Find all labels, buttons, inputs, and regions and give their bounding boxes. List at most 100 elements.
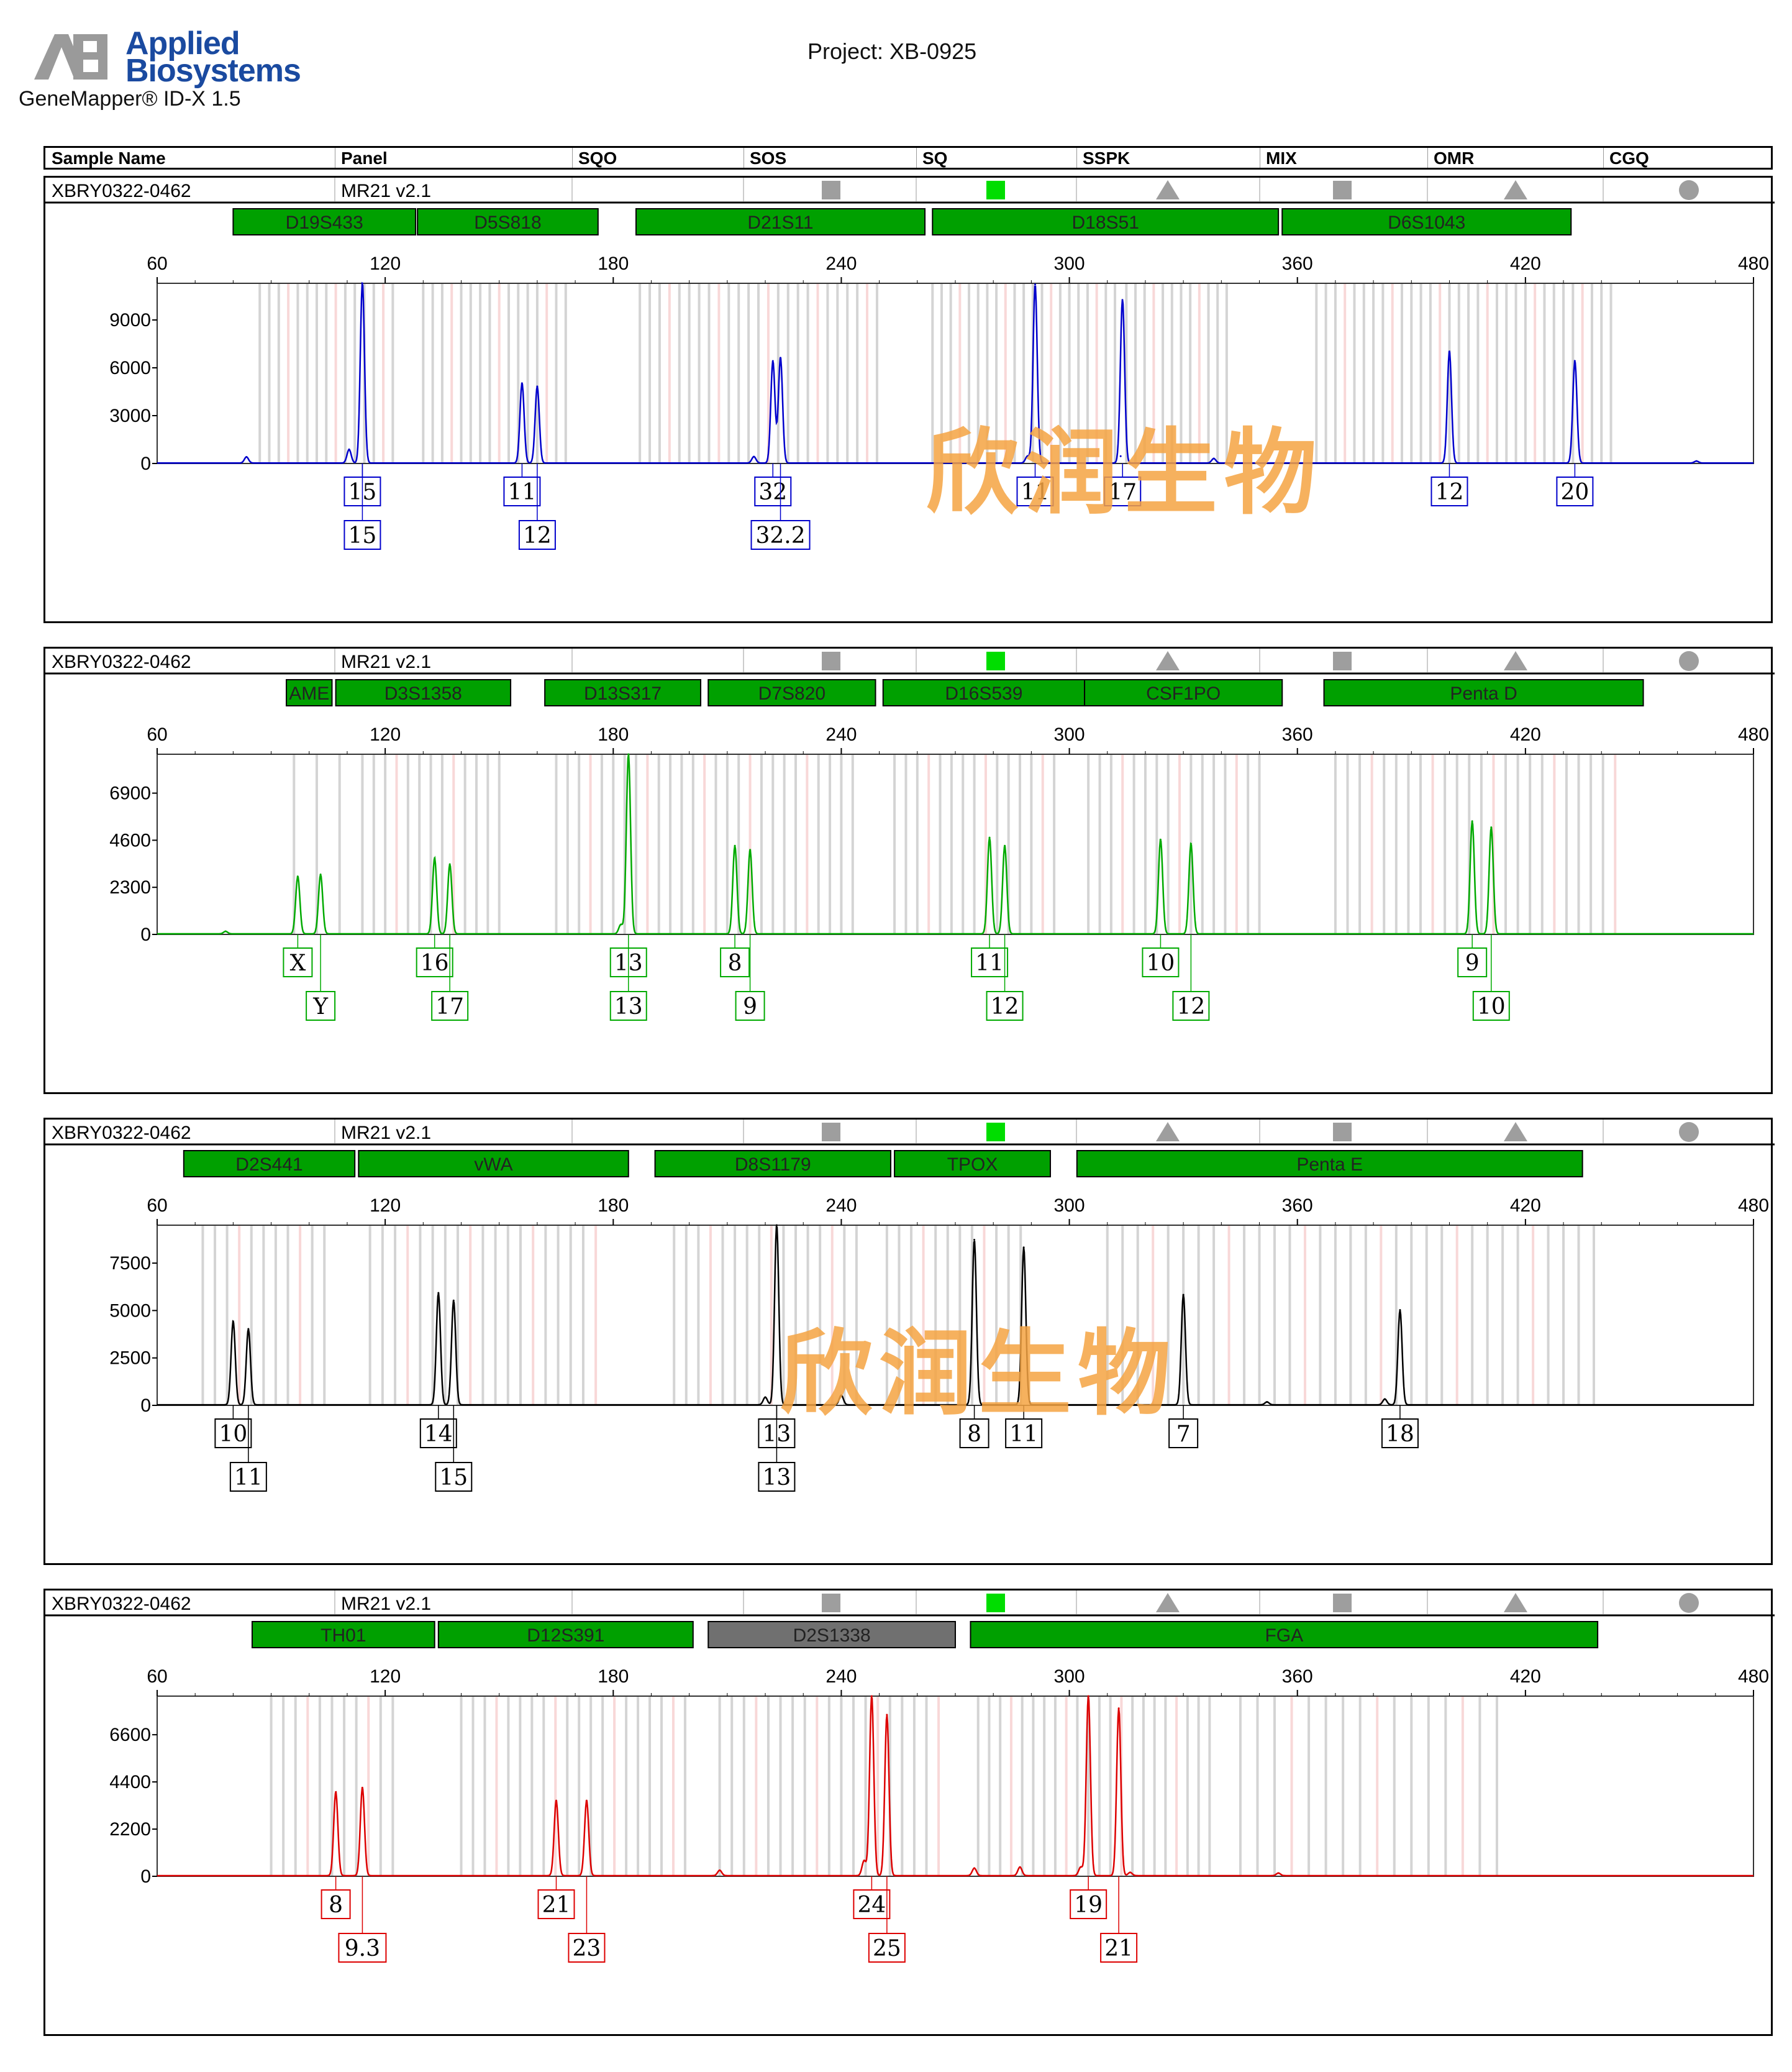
allele-bin — [1068, 283, 1071, 463]
plot-frame — [157, 1695, 1754, 1877]
allele-bin — [486, 754, 489, 934]
allele-call-box — [735, 991, 765, 1021]
locus-marker-bar — [1323, 679, 1644, 706]
allele-bin — [988, 1696, 991, 1876]
allele-bin — [806, 754, 809, 934]
allele-bin — [1486, 283, 1489, 463]
allele-bin — [1208, 1696, 1211, 1876]
y-tick-label: 6600 — [109, 1725, 151, 1745]
allele-bin — [996, 754, 999, 934]
peak-apex — [780, 357, 782, 359]
allele-bin — [783, 754, 786, 934]
locus-marker-bar — [654, 1150, 891, 1177]
allele-bin — [1273, 1225, 1276, 1405]
allele-bin — [1358, 754, 1362, 934]
allele-call-box — [1172, 991, 1210, 1021]
watermark-top: 欣润生物 — [926, 418, 1324, 527]
allele-call-box — [419, 1418, 457, 1448]
allele-call-box — [853, 1889, 891, 1919]
allele-bin — [1198, 283, 1201, 463]
allele-call-box — [1100, 1933, 1138, 1963]
allele-bin — [673, 1225, 676, 1405]
locus-marker-label: vWA — [474, 1154, 512, 1175]
allele-call-box — [518, 520, 556, 550]
column-header-sq[interactable]: SQ — [922, 148, 948, 168]
peak-apex — [988, 836, 991, 839]
column-header-sqo[interactable]: SQO — [578, 148, 617, 168]
allele-call-label: 8 — [728, 951, 742, 976]
peak-apex — [536, 385, 539, 388]
allele-bin — [901, 1696, 904, 1876]
allele-bin — [737, 754, 740, 934]
allele-bin — [1065, 1696, 1068, 1876]
allele-bin — [671, 1696, 675, 1876]
column-header-omr[interactable]: OMR — [1434, 148, 1475, 168]
x-tick-label: 480 — [1738, 1195, 1769, 1216]
allele-bin — [418, 754, 421, 934]
allele-bin — [316, 283, 318, 463]
allele-bin — [1319, 1225, 1322, 1405]
allele-bin — [498, 754, 501, 934]
peak-apex — [886, 1714, 888, 1716]
peak-apex — [1573, 360, 1576, 362]
column-header-sample-name[interactable]: Sample Name — [52, 148, 166, 168]
ab-logo-icon: AB — [34, 34, 107, 80]
column-header-sspk[interactable]: SSPK — [1083, 148, 1130, 168]
allele-bin — [1393, 1696, 1396, 1876]
flag-sq-icon — [986, 181, 1005, 199]
allele-bin — [1457, 283, 1460, 463]
allele-bin — [488, 283, 491, 463]
allele-bin — [258, 283, 262, 463]
column-header-panel[interactable]: Panel — [341, 148, 388, 168]
allele-bin — [830, 1225, 834, 1405]
allele-bin — [1132, 754, 1135, 934]
allele-bin — [569, 1225, 572, 1405]
allele-bin — [1400, 283, 1403, 463]
y-tick-label: 5000 — [109, 1300, 151, 1321]
allele-bin — [1004, 283, 1007, 463]
peak-apex — [627, 753, 630, 755]
allele-bin — [721, 1225, 724, 1405]
allele-call-box — [1104, 477, 1142, 506]
allele-bin — [1050, 283, 1053, 463]
allele-bin — [1478, 1696, 1481, 1876]
peak-apex — [434, 857, 436, 859]
peak-apex — [973, 1867, 976, 1869]
allele-call-label: 10 — [1477, 994, 1506, 1020]
allele-bin — [866, 283, 869, 463]
watermark-middle: 欣润生物 — [780, 1319, 1178, 1428]
peak-apex — [1080, 1866, 1082, 1868]
column-header-mix[interactable]: MIX — [1266, 148, 1297, 168]
allele-bin — [394, 1225, 397, 1405]
dye-trace — [157, 1695, 1753, 1877]
flag-sspk-icon — [1156, 1593, 1180, 1612]
allele-bin — [507, 1696, 510, 1876]
allele-bin — [594, 1225, 598, 1405]
dye-trace — [157, 1225, 1753, 1406]
allele-bin — [1590, 754, 1593, 934]
allele-bin — [1043, 1696, 1046, 1876]
allele-bin — [406, 1225, 409, 1405]
allele-bin — [353, 283, 357, 463]
x-tick-label: 180 — [598, 1195, 629, 1216]
allele-bin — [564, 283, 567, 463]
allele-call-label: 9 — [1465, 951, 1480, 976]
peak-apex — [555, 1799, 557, 1802]
allele-bin — [973, 754, 976, 934]
peak-apex — [232, 1320, 234, 1323]
allele-bin — [1468, 754, 1471, 934]
allele-bin — [1315, 283, 1318, 463]
column-header-cgq[interactable]: CGQ — [1609, 148, 1649, 168]
allele-bin — [843, 1225, 846, 1405]
peak-apex — [1182, 1294, 1185, 1296]
column-header-sos[interactable]: SOS — [750, 148, 787, 168]
allele-bin — [1125, 283, 1128, 463]
allele-call-label: 9 — [743, 994, 757, 1020]
allele-bin — [658, 283, 661, 463]
electropherogram-panel-red: XBRY0322-0462 MR21 v2.1 TH01 D12S391 D2S1338… — [43, 1589, 1775, 2036]
peak-apex — [521, 382, 523, 385]
allele-bin — [440, 754, 443, 934]
allele-call-label: 12 — [1435, 480, 1464, 505]
allele-bin — [840, 754, 843, 934]
allele-bin — [829, 754, 832, 934]
